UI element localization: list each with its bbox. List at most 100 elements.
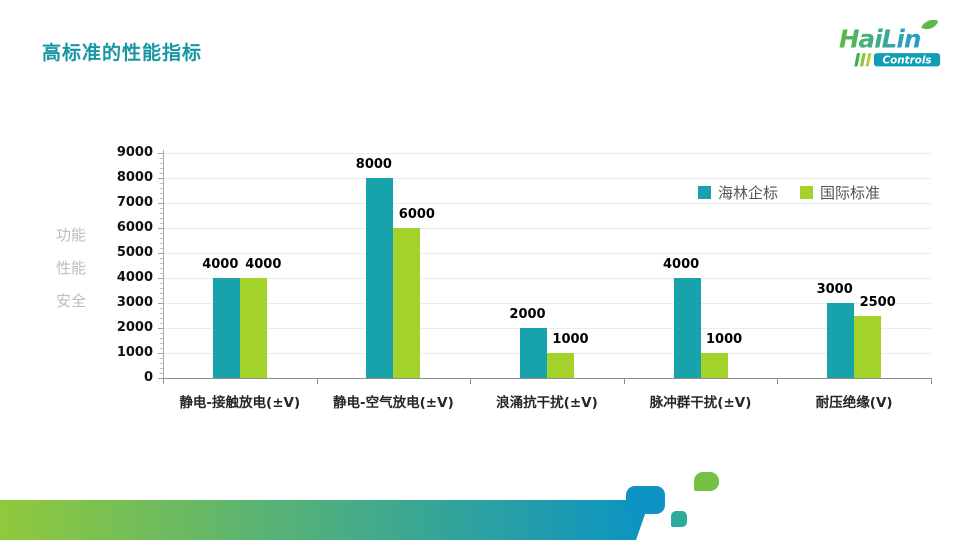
gridline	[163, 278, 931, 279]
bar-hailin	[827, 303, 855, 378]
y-minor-tick	[160, 208, 163, 209]
y-minor-tick	[160, 258, 163, 259]
bar-value-label: 1000	[706, 332, 743, 347]
y-tick	[158, 153, 163, 154]
y-tick-label: 4000	[116, 270, 153, 285]
y-tick	[158, 228, 163, 229]
logo-brand-text: HaiLin	[839, 24, 921, 53]
legend-label-hailin: 海林企标	[718, 184, 779, 202]
y-tick	[158, 278, 163, 279]
y-tick	[158, 378, 163, 379]
gridline	[163, 228, 931, 229]
bar-value-label: 3000	[816, 282, 853, 297]
bar-value-label: 4000	[663, 257, 700, 272]
y-axis-title: 功能 性能 安全	[55, 226, 86, 310]
y-minor-tick	[160, 323, 163, 324]
bar-hailin	[212, 278, 240, 378]
y-tick	[158, 303, 163, 304]
category-label: 耐压绝缘(V)	[815, 395, 893, 411]
x-tick	[777, 378, 779, 384]
y-tick-label: 1000	[116, 345, 153, 360]
y-tick	[158, 203, 163, 204]
y-minor-tick	[160, 233, 163, 234]
y-minor-tick	[160, 298, 163, 299]
y-minor-tick	[160, 318, 163, 319]
logo-leaf-icon	[921, 20, 939, 30]
y-minor-tick	[160, 198, 163, 199]
bar-value-label: 2500	[859, 294, 896, 310]
y-minor-tick	[160, 338, 163, 339]
y-tick-label: 6000	[116, 220, 153, 235]
y-tick-label: 8000	[116, 170, 153, 185]
y-tick-label: 3000	[116, 295, 153, 310]
y-minor-tick	[160, 193, 163, 194]
y-minor-tick	[160, 168, 163, 169]
y-minor-tick	[160, 163, 163, 164]
bar-intl	[854, 315, 882, 378]
deco-square-large	[626, 486, 665, 514]
y-tick-label: 9000	[116, 145, 153, 160]
gridline	[163, 153, 931, 154]
y-minor-tick	[160, 223, 163, 224]
bar-intl	[239, 278, 267, 378]
x-axis-line	[163, 378, 932, 379]
gridline	[163, 203, 931, 204]
gridline	[163, 178, 931, 179]
bar-intl	[547, 353, 574, 378]
y-axis-line	[163, 150, 164, 378]
y-minor-tick	[160, 188, 163, 189]
deco-square-small	[671, 511, 687, 527]
y-tick-label: 0	[143, 370, 153, 385]
bar-value-label: 8000	[355, 157, 392, 172]
y-minor-tick	[160, 238, 163, 239]
x-tick	[316, 378, 318, 384]
y-tick	[158, 178, 163, 179]
category-label: 脉冲群干扰(±V)	[649, 395, 752, 411]
y-tick-label: 2000	[116, 320, 153, 335]
x-tick	[470, 378, 472, 384]
legend-label-intl: 国际标准	[820, 184, 881, 202]
y-minor-tick	[160, 248, 163, 249]
y-minor-tick	[160, 263, 163, 264]
category-label: 静电-空气放电(±V)	[333, 395, 454, 411]
y-minor-tick	[160, 243, 163, 244]
bar-value-label: 6000	[398, 207, 435, 222]
hailin-logo: HaiLin Controls	[839, 20, 941, 67]
y-minor-tick	[160, 373, 163, 374]
y-minor-tick	[160, 313, 163, 314]
y-minor-tick	[160, 213, 163, 214]
y-minor-tick	[160, 363, 163, 364]
y-tick-label: 7000	[116, 195, 153, 210]
x-tick	[931, 378, 932, 384]
y-tick	[158, 253, 163, 254]
y-minor-tick	[160, 293, 163, 294]
y-minor-tick	[160, 368, 163, 369]
y-minor-tick	[160, 348, 163, 349]
page-title: 高标准的性能指标	[42, 42, 203, 64]
y-minor-tick	[160, 268, 163, 269]
bar-intl	[700, 353, 728, 378]
y-minor-tick	[160, 343, 163, 344]
logo-subtext: Controls	[882, 55, 931, 67]
bar-intl	[393, 228, 421, 378]
legend-item-intl: 国际标准	[800, 182, 880, 203]
category-label: 静电-接触放电(±V)	[179, 395, 301, 411]
gridline	[163, 328, 931, 329]
y-minor-tick	[160, 288, 163, 289]
logo-subtext-box	[873, 53, 941, 67]
bar-value-label: 4000	[202, 257, 239, 272]
y-minor-tick	[160, 158, 163, 159]
logo-signal-bars-icon	[854, 53, 872, 67]
y-minor-tick	[160, 173, 163, 174]
deco-leaf-icon	[694, 472, 719, 491]
y-minor-tick	[160, 183, 163, 184]
y-tick	[158, 353, 163, 354]
bar-value-label: 2000	[509, 307, 546, 322]
legend-item-hailin: 海林企标	[698, 182, 778, 203]
legend-swatch-intl	[800, 186, 814, 199]
y-tick	[158, 328, 163, 329]
bar-value-label: 4000	[245, 257, 282, 272]
bar-hailin	[366, 178, 394, 378]
